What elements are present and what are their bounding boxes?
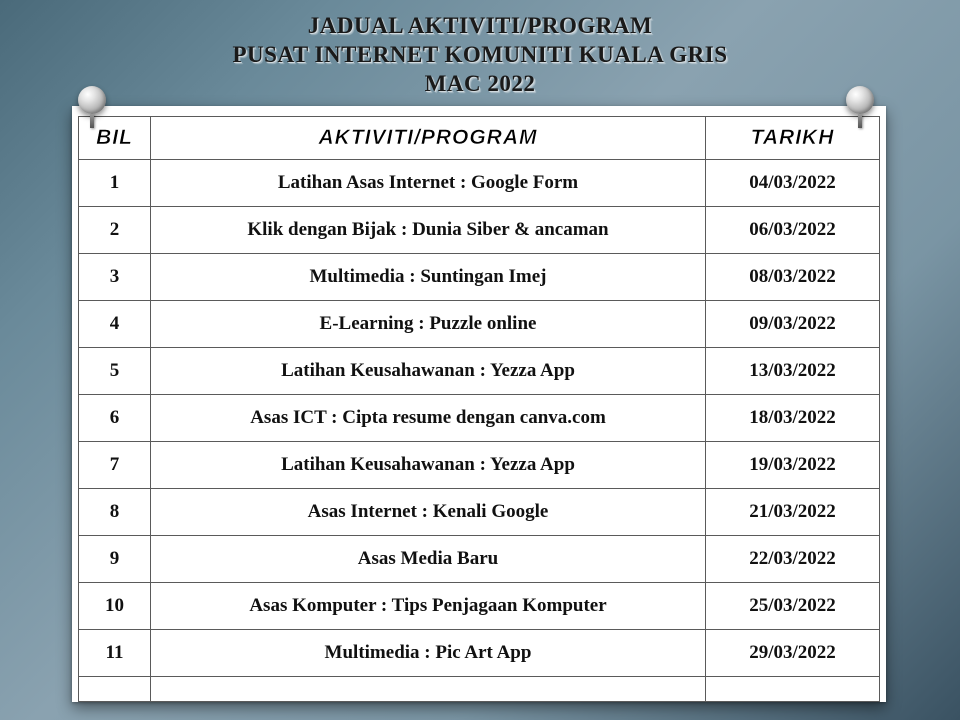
cell-aktiviti: Asas Komputer : Tips Penjagaan Komputer	[151, 583, 706, 630]
cell-tarikh: 18/03/2022	[706, 395, 880, 442]
cell-aktiviti: Asas ICT : Cipta resume dengan canva.com	[151, 395, 706, 442]
table-row: 4E-Learning : Puzzle online09/03/2022	[79, 301, 880, 348]
cell-tarikh: 21/03/2022	[706, 489, 880, 536]
table-row: 2Klik dengan Bijak : Dunia Siber & ancam…	[79, 207, 880, 254]
title-line-2: PUSAT INTERNET KOMUNITI KUALA GRIS	[0, 41, 960, 70]
cell-bil: 5	[79, 348, 151, 395]
table-row: 7Latihan Keusahawanan : Yezza App19/03/2…	[79, 442, 880, 489]
cell-tarikh: 04/03/2022	[706, 160, 880, 207]
table-row: 8Asas Internet : Kenali Google21/03/2022	[79, 489, 880, 536]
cell-bil: 8	[79, 489, 151, 536]
cell-aktiviti: E-Learning : Puzzle online	[151, 301, 706, 348]
cell-aktiviti: Klik dengan Bijak : Dunia Siber & ancama…	[151, 207, 706, 254]
table-row: 11Multimedia : Pic Art App29/03/2022	[79, 630, 880, 677]
table-row: 9Asas Media Baru22/03/2022	[79, 536, 880, 583]
cell-aktiviti: Latihan Asas Internet : Google Form	[151, 160, 706, 207]
cell-tarikh: 13/03/2022	[706, 348, 880, 395]
pushpin-icon	[78, 86, 106, 114]
cell-tarikh: 29/03/2022	[706, 630, 880, 677]
cell-bil: 6	[79, 395, 151, 442]
table-spacer-row	[79, 677, 880, 702]
cell-tarikh: 06/03/2022	[706, 207, 880, 254]
cell-tarikh: 09/03/2022	[706, 301, 880, 348]
cell-aktiviti: Multimedia : Suntingan Imej	[151, 254, 706, 301]
cell-bil: 1	[79, 160, 151, 207]
table-row: 6Asas ICT : Cipta resume dengan canva.co…	[79, 395, 880, 442]
cell-aktiviti: Asas Media Baru	[151, 536, 706, 583]
table-header-row: BIL AKTIVITI/PROGRAM TARIKH	[79, 117, 880, 160]
table-row: 10Asas Komputer : Tips Penjagaan Kompute…	[79, 583, 880, 630]
table-row: 5Latihan Keusahawanan : Yezza App13/03/2…	[79, 348, 880, 395]
col-header-tarikh: TARIKH	[706, 117, 880, 160]
cell-bil: 9	[79, 536, 151, 583]
cell-bil: 4	[79, 301, 151, 348]
schedule-table: BIL AKTIVITI/PROGRAM TARIKH 1Latihan Asa…	[78, 116, 880, 702]
cell-bil: 7	[79, 442, 151, 489]
cell-aktiviti: Asas Internet : Kenali Google	[151, 489, 706, 536]
table-row: 3Multimedia : Suntingan Imej08/03/2022	[79, 254, 880, 301]
col-header-aktiviti: AKTIVITI/PROGRAM	[151, 117, 706, 160]
cell-tarikh: 25/03/2022	[706, 583, 880, 630]
cell-bil: 2	[79, 207, 151, 254]
cell-tarikh: 08/03/2022	[706, 254, 880, 301]
cell-aktiviti: Latihan Keusahawanan : Yezza App	[151, 348, 706, 395]
table-row: 1Latihan Asas Internet : Google Form04/0…	[79, 160, 880, 207]
cell-tarikh: 19/03/2022	[706, 442, 880, 489]
title-line-1: JADUAL AKTIVITI/PROGRAM	[0, 12, 960, 41]
cell-bil: 10	[79, 583, 151, 630]
schedule-sheet: BIL AKTIVITI/PROGRAM TARIKH 1Latihan Asa…	[72, 106, 886, 702]
page-title-block: JADUAL AKTIVITI/PROGRAM PUSAT INTERNET K…	[0, 0, 960, 98]
cell-aktiviti: Multimedia : Pic Art App	[151, 630, 706, 677]
cell-bil: 11	[79, 630, 151, 677]
cell-bil: 3	[79, 254, 151, 301]
cell-aktiviti: Latihan Keusahawanan : Yezza App	[151, 442, 706, 489]
title-line-3: MAC 2022	[0, 70, 960, 99]
pushpin-icon	[846, 86, 874, 114]
cell-tarikh: 22/03/2022	[706, 536, 880, 583]
